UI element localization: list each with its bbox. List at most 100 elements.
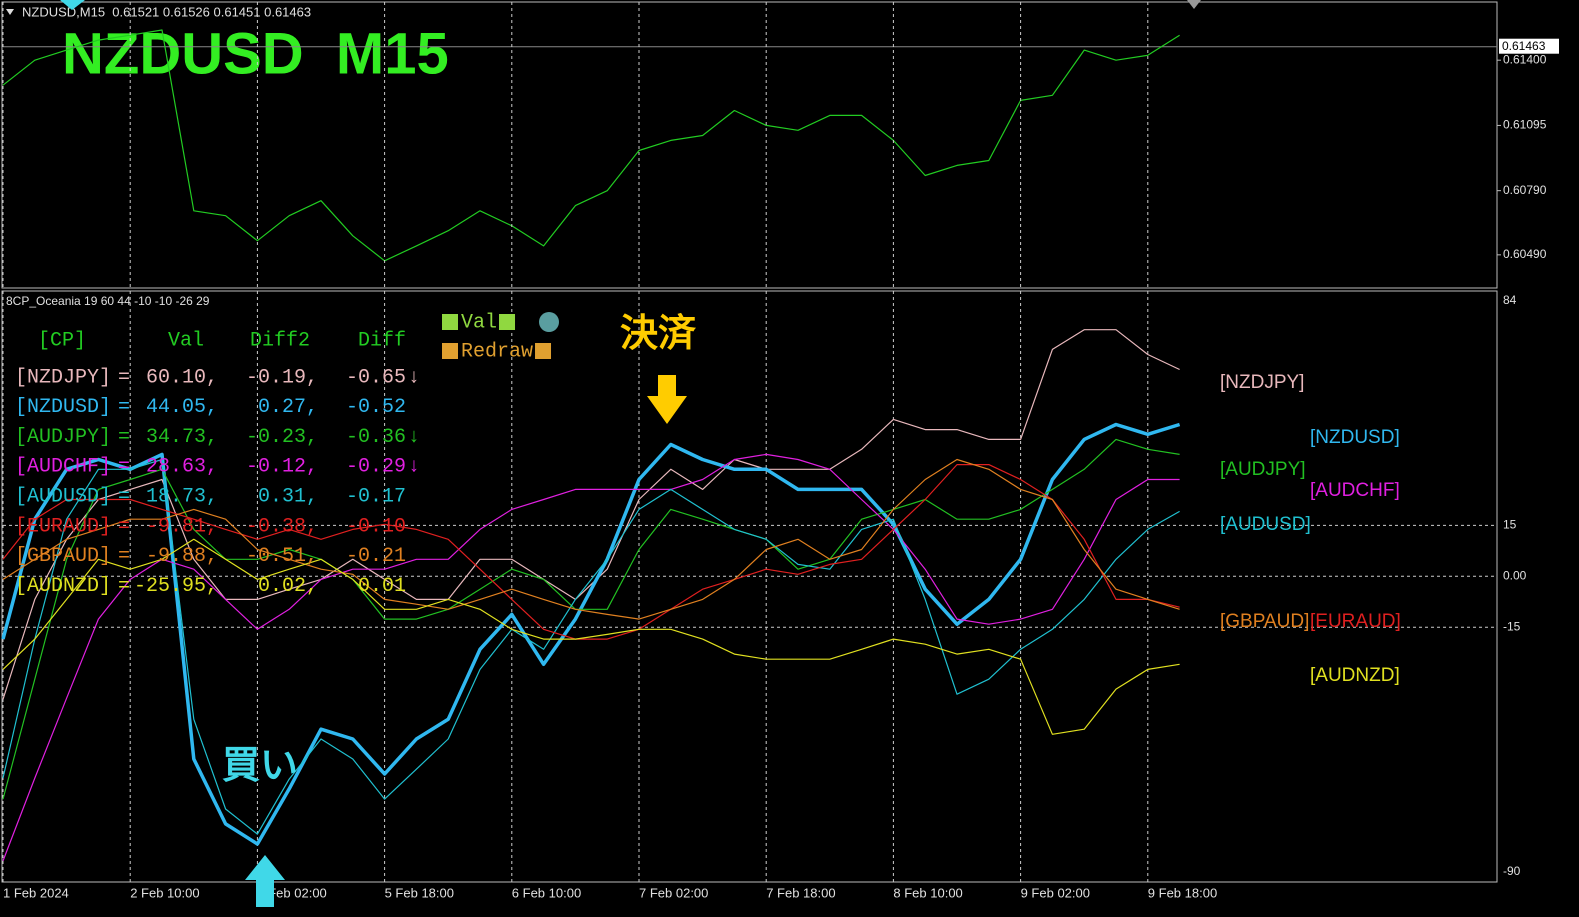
series-line [2,453,1180,862]
annotation-arrow [647,375,687,424]
x-tick-label: 9 Feb 02:00 [1021,885,1090,900]
table-header: Val [168,329,204,352]
x-tick-label: 5 Feb 02:00 [257,885,326,900]
legend-label: [NZDUSD] [1310,427,1400,448]
series-line [2,464,1180,640]
table-cell: 0.01 [358,575,406,598]
legend-swatch [535,343,552,359]
table-header: [CP] [38,329,86,352]
table-cell: -9.88, [146,545,218,568]
annotation: 決済 [620,313,697,355]
table-cell: 28.63, [146,456,218,479]
table-cell: [AUDCHF] [15,456,111,479]
x-tick-label: 8 Feb 10:00 [893,885,962,900]
marker [1187,0,1201,9]
table-cell: -0.12, [246,456,318,479]
watermark: NZDUSD M15 [62,21,449,86]
x-tick-label: 9 Feb 18:00 [1148,885,1217,900]
table-cell: ↓ [408,456,420,479]
y-tick-label: 0.60490 [1503,247,1547,261]
table-cell: = [118,545,130,568]
x-tick-label: 6 Feb 10:00 [512,885,581,900]
x-tick-label: 1 Feb 2024 [3,885,69,900]
legend-item: Redraw [461,340,533,363]
table-cell: -0.21 [346,545,406,568]
table-cell: [GBPAUD] [15,545,111,568]
table-cell: -0.23, [246,426,318,449]
table-cell: 0.02, [258,575,318,598]
legend-swatch [499,314,516,330]
series-line [1,422,1181,846]
table-cell: = [118,396,130,419]
x-tick-label: 7 Feb 18:00 [766,885,835,900]
legend-swatch [442,314,458,330]
legend-label: [GBPAUD] [1220,611,1309,632]
series-line [2,458,1180,835]
table-cell: 44.05, [146,396,218,419]
table-cell: [EURAUD] [15,515,111,538]
indicator-header: 8CP_Oceania 19 60 44 -10 -10 -26 29 [6,294,210,308]
table-cell: ↓ [408,366,420,389]
price-header: NZDUSD,M15 0.61521 0.61526 0.61451 0.614… [22,4,311,19]
legend-item: Val [461,311,497,334]
series-line [2,329,1180,700]
legend-label: [AUDNZD] [1310,665,1400,686]
table-cell: 34.73, [146,426,218,449]
table-cell: -0.65 [346,366,406,389]
table-cell: [AUDUSD] [15,485,111,508]
table-cell: = [118,485,130,508]
table-cell: -0.51, [246,545,318,568]
y-tick-label: 0.60790 [1503,183,1547,197]
legend-label: [AUDJPY] [1220,459,1306,480]
table-cell: -0.19, [246,366,318,389]
x-tick-label: 5 Feb 18:00 [385,885,454,900]
table-header: Diff2 [250,329,310,352]
table-cell: ↓ [408,426,420,449]
price-line [2,29,1180,262]
table-cell: -0.17 [346,485,406,508]
y-tick-label: 84 [1503,293,1517,307]
legend-label: [NZDJPY] [1220,372,1304,393]
y-tick-label: 0.61095 [1503,118,1547,132]
x-tick-label: 7 Feb 02:00 [639,885,708,900]
status-dot [539,312,559,332]
table-cell: 60.10, [146,366,218,389]
table-cell: = [118,426,130,449]
menu-triangle[interactable] [6,9,14,15]
table-cell: = [118,515,130,538]
table-cell: -0.52 [346,396,406,419]
table-cell: 18.73, [146,485,218,508]
y-tick-label: 15 [1503,518,1517,532]
table-cell: = [118,456,130,479]
table-cell: [NZDUSD] [15,396,111,419]
legend-label: [AUDUSD] [1220,514,1311,535]
annotation: 買い [222,745,298,787]
x-tick-label: 2 Feb 10:00 [130,885,199,900]
y-tick-label: -90 [1503,864,1521,878]
table-cell: [AUDJPY] [15,426,111,449]
table-cell: -0.29 [346,456,406,479]
table-cell: -0.38, [246,515,318,538]
table-cell: -0.10 [346,515,406,538]
series-line [2,438,1180,800]
table-cell: [NZDJPY] [15,366,111,389]
series-line [2,538,1180,735]
current-price-box [1499,38,1559,54]
table-cell: [AUDNZD] [15,575,111,598]
table-cell: -9.81, [146,515,218,538]
annotation-arrow [60,0,85,10]
y-tick-label: -15 [1503,619,1521,633]
legend-label: [EURAUD] [1310,611,1401,632]
table-cell: 0.27, [258,396,318,419]
table-cell: -25.95, [134,575,218,598]
table-cell: = [118,575,130,598]
table-cell: -0.36 [346,426,406,449]
y-tick-label: 0.00 [1503,568,1527,582]
price-pane [1,1,1498,289]
legend-swatch [442,343,458,359]
table-cell: 0.31, [258,485,318,508]
y-tick-label: 0.61400 [1503,52,1547,66]
table-header: Diff [358,329,406,352]
